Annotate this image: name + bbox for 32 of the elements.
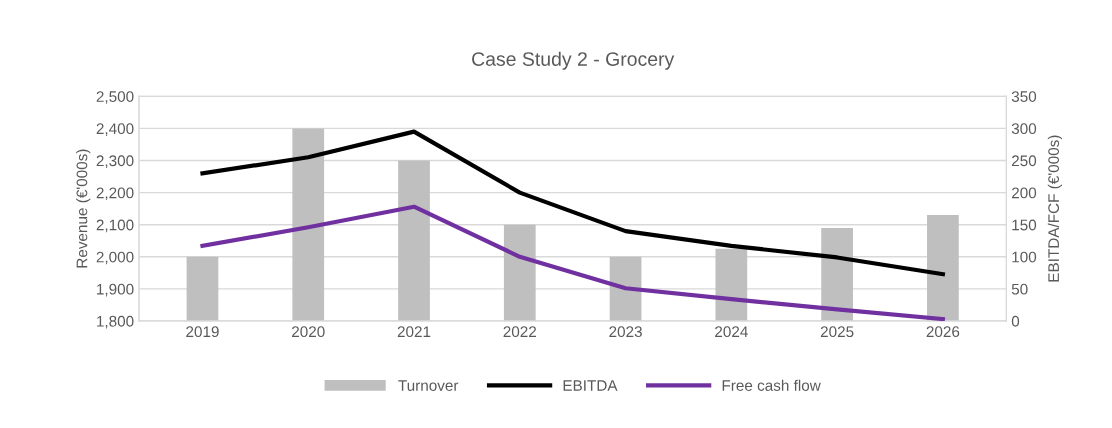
y2-tick-label: 100 (1012, 251, 1037, 263)
y2-tick-label: 50 (1011, 283, 1028, 295)
x-tick-label: 2024 (715, 326, 748, 338)
line-series (200, 129, 945, 277)
y2-tick-label: 200 (1011, 187, 1037, 199)
legend-label: Turnover (398, 380, 459, 391)
x-tick-label: 2022 (503, 326, 537, 338)
legend-label: EBITDA (563, 380, 618, 391)
chart-title: Case Study 2 - Grocery (472, 51, 675, 70)
legend-label: Free cash flow (722, 379, 821, 391)
line-series (200, 204, 945, 321)
y2-tick-label: 150 (1012, 219, 1037, 231)
x-tick-label: 2025 (820, 326, 854, 338)
y-tick-label: 2,100 (96, 219, 134, 233)
y2-tick-label: 350 (1011, 91, 1037, 102)
y-axis-title: Revenue (€'000s) (76, 149, 91, 268)
y-tick-label: 2,300 (96, 155, 134, 168)
y-tick-label: 2,400 (96, 123, 134, 136)
y-tick-label: 2,000 (96, 251, 134, 265)
y-tick-label: 1,800 (97, 315, 134, 329)
y2-tick-label: 0 (1011, 315, 1020, 327)
y2-tick-label: 250 (1011, 155, 1037, 167)
x-tick-label: 2021 (397, 326, 431, 338)
x-tick-label: 2019 (186, 326, 219, 338)
y-tick-label: 1,900 (97, 283, 134, 297)
y2-axis-title: EBITDA/FCF (€'000s) (1047, 135, 1063, 282)
x-tick-label: 2026 (926, 326, 960, 338)
x-tick-label: 2023 (609, 326, 642, 338)
y-tick-label: 2,500 (96, 91, 134, 104)
y2-tick-label: 300 (1011, 123, 1037, 135)
x-tick-label: 2020 (292, 326, 325, 338)
y-tick-label: 2,200 (96, 187, 134, 201)
